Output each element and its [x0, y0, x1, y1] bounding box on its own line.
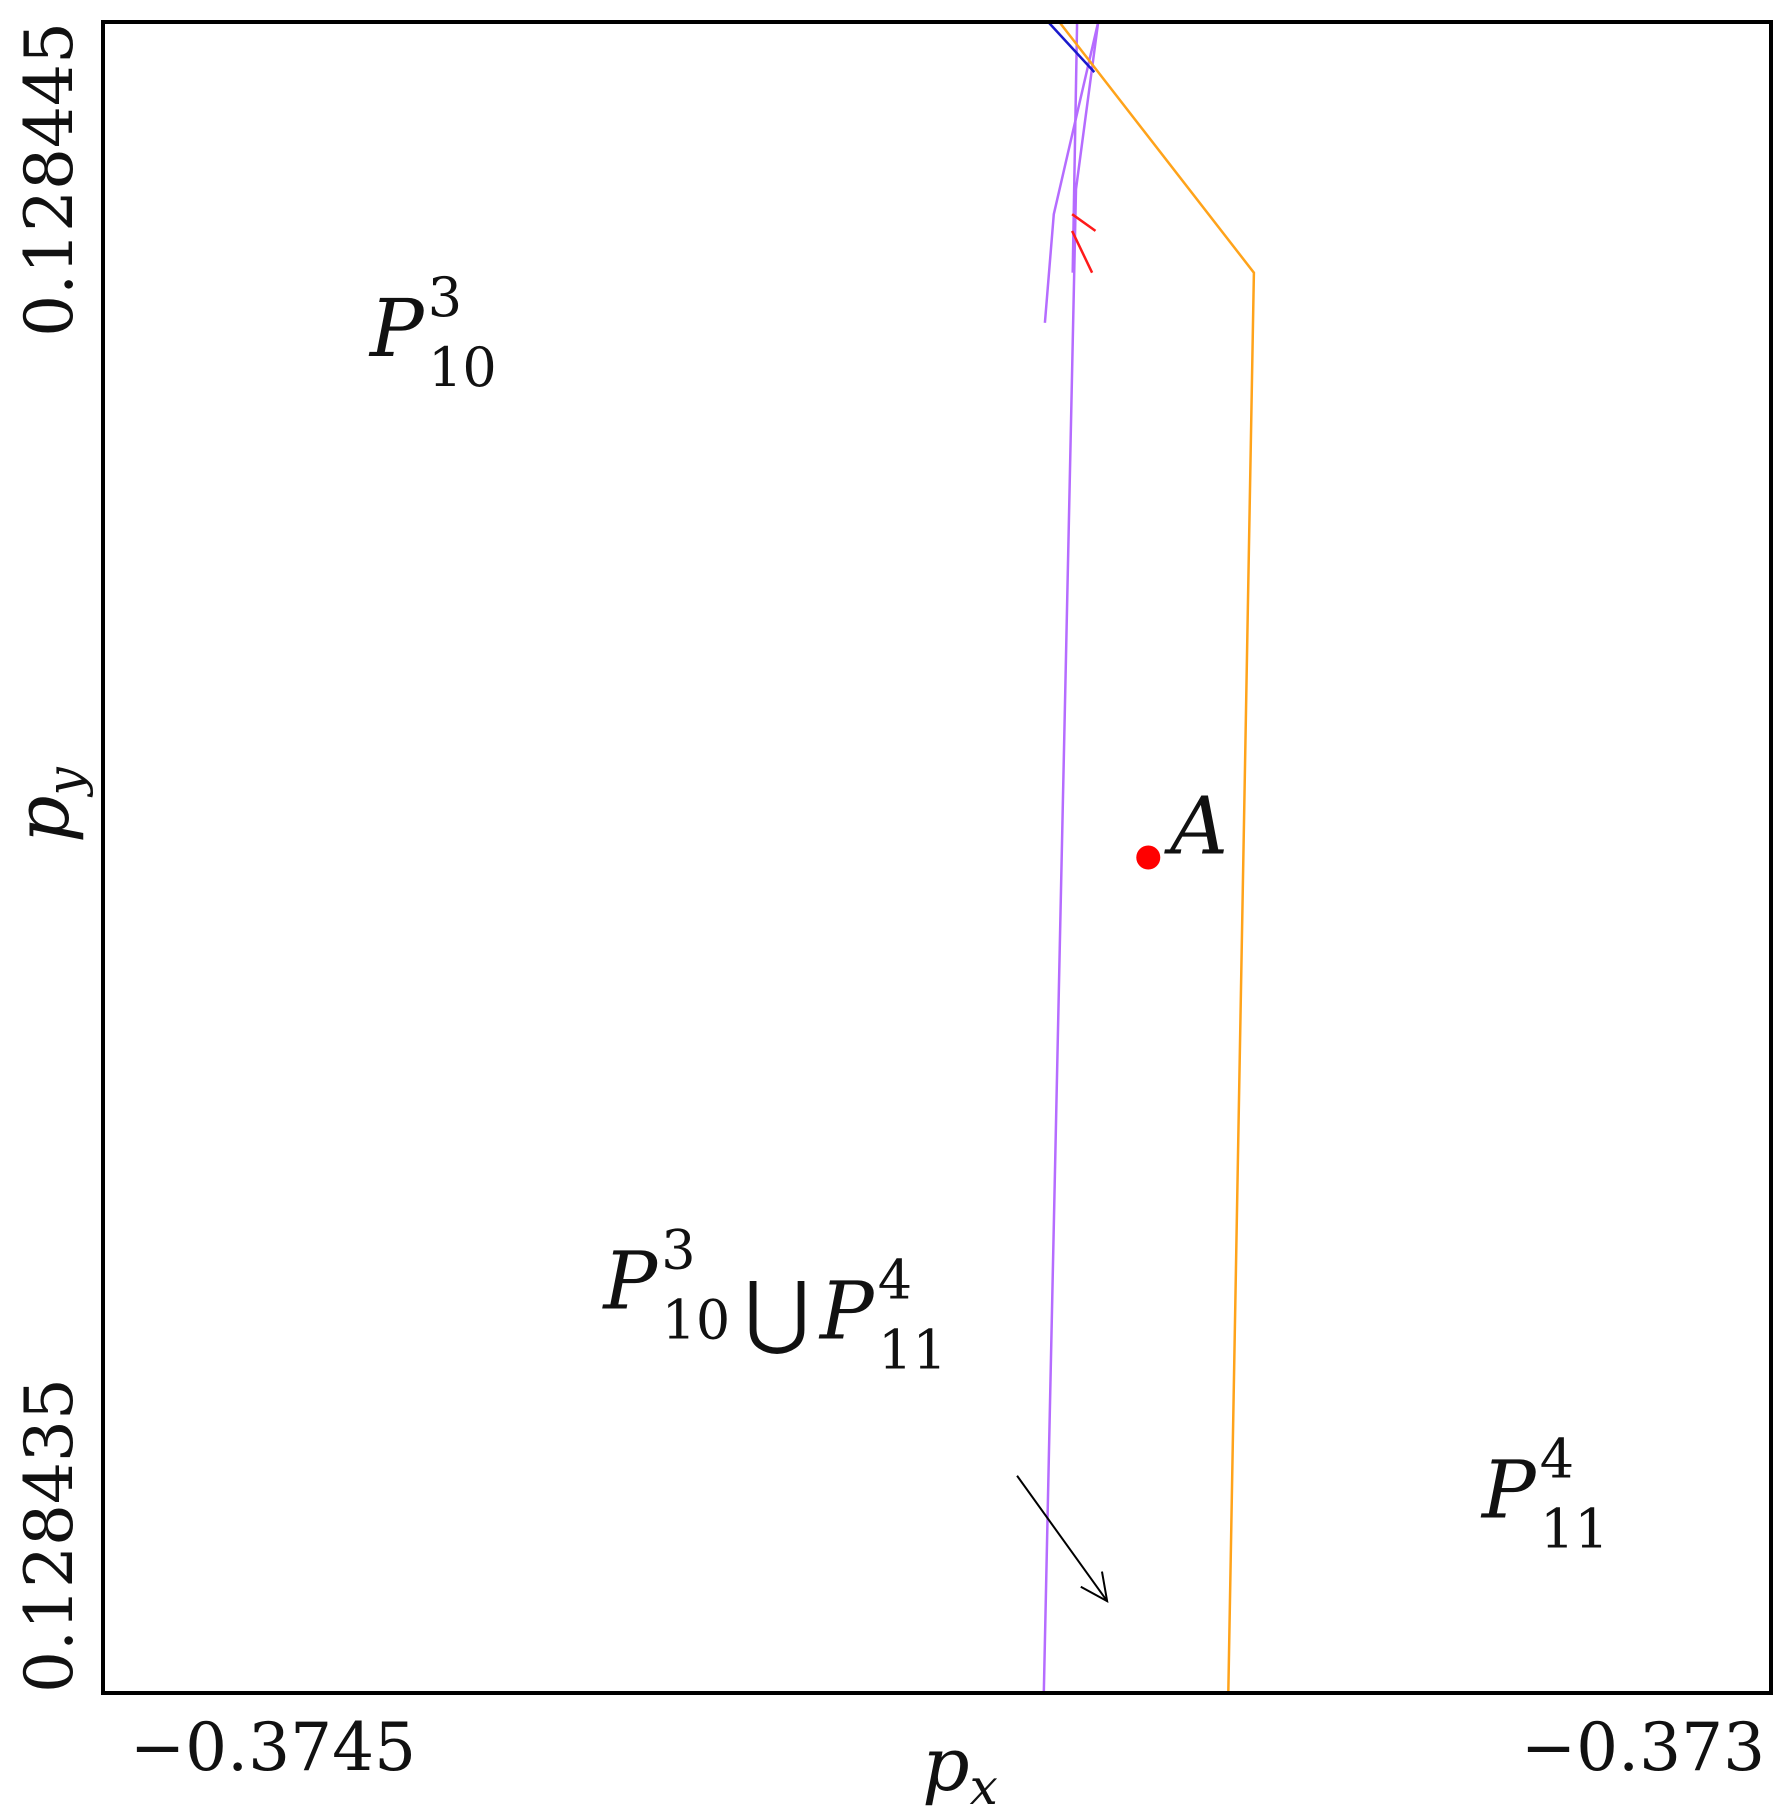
series-line-red-5: [1070, 230, 1094, 274]
annotation-arrow-head: [1080, 1571, 1109, 1603]
y-tick-label: 0.128445: [11, 22, 88, 337]
data-point-A: [1136, 845, 1161, 870]
x-axis-label: px: [922, 1722, 998, 1808]
point-layer: A: [1136, 780, 1228, 873]
y-tick-label: 0.128435: [11, 1378, 88, 1693]
data-point-label-A: A: [1163, 780, 1228, 873]
annotation-arrow-shaft: [1016, 1475, 1108, 1602]
region-label-union: P3 10 ⋃ P4 11: [601, 1219, 946, 1382]
series-line-violet-2: [1043, 21, 1100, 323]
series-line-red-4: [1071, 213, 1097, 232]
y-axis-label: py: [0, 766, 94, 842]
series-line-orange-3: [1058, 21, 1256, 1694]
y-axis-label-sub: y: [36, 766, 94, 797]
plot-frame: [101, 20, 1773, 1695]
arrow-layer: [1016, 1475, 1109, 1603]
series-line-violet-0: [1042, 21, 1100, 1694]
series-line-blue-6: [1047, 21, 1096, 73]
region-label-layer: P3 10 P3 10 ⋃ P4 11 P4 11: [368, 266, 1609, 1560]
x-axis-label-sub: x: [970, 1758, 998, 1808]
x-tick-label: −0.373: [1521, 1709, 1765, 1786]
x-tick-label: −0.3745: [130, 1709, 416, 1786]
region-label-p11-4: P4 11: [1480, 1428, 1609, 1561]
region-label-p10-3: P3 10: [368, 266, 497, 399]
series-layer: [1042, 21, 1256, 1694]
